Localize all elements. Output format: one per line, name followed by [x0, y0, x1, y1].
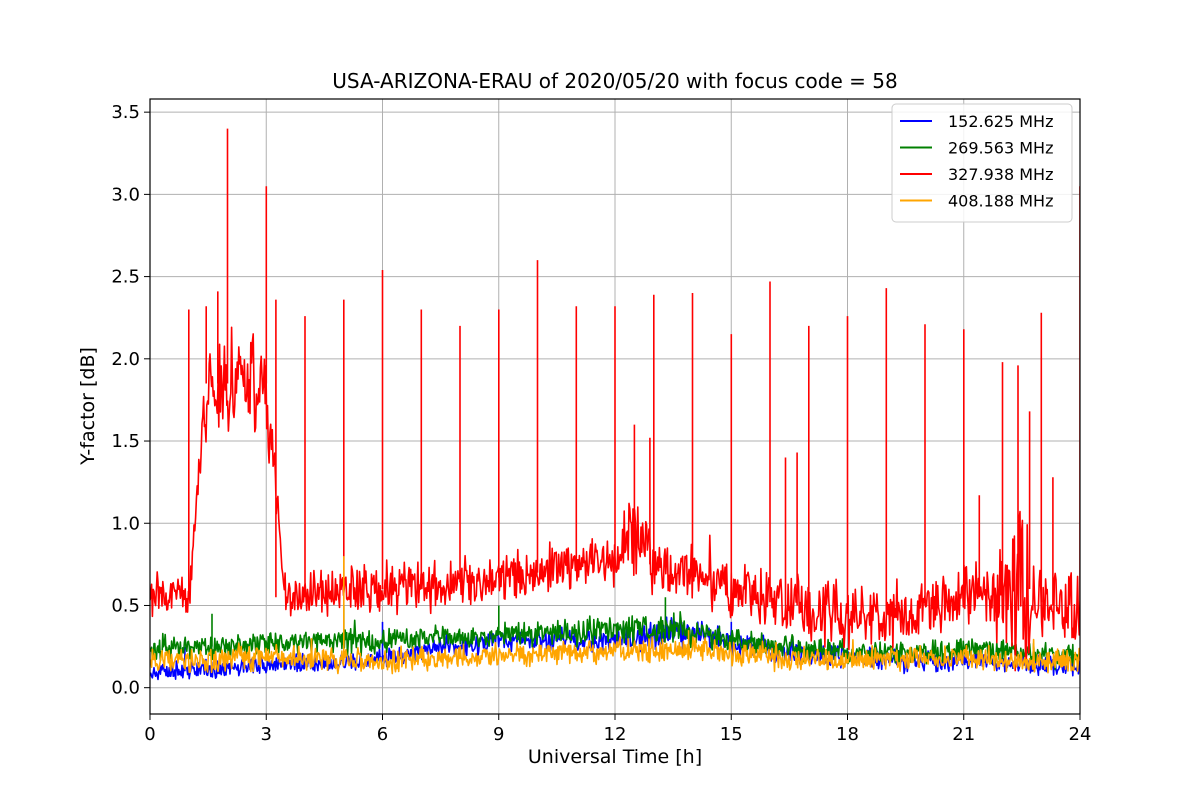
legend-entry: 327.938 MHz: [948, 165, 1053, 184]
x-tick-label: 6: [377, 724, 388, 745]
y-axis-title: Y-factor [dB]: [77, 347, 99, 466]
legend-box: [891, 103, 1073, 223]
y-tick-label: 0.5: [111, 595, 140, 616]
x-axis-title: Universal Time [h]: [528, 746, 702, 768]
series-line: [150, 616, 1080, 681]
axis-ticks: 0 3 6 9 12 15 18 21 24 0.0 0.5 1.0 1.5 2.0 2.5 3.0 3.5: [111, 102, 1091, 745]
x-tick-label: 12: [604, 724, 627, 745]
y-tick-label: 2.5: [111, 267, 140, 288]
series-line: [150, 128, 1080, 672]
y-tick-label: 1.5: [111, 431, 140, 452]
x-tick-label: 15: [720, 724, 743, 745]
legend-entry: 152.625 MHz: [948, 112, 1053, 131]
x-tick-label: 9: [493, 724, 504, 745]
x-tick-label: 21: [952, 724, 975, 745]
x-tick-label: 24: [1069, 724, 1092, 745]
y-tick-label: 0.0: [111, 678, 140, 699]
legend: 152.625 MHz 269.563 MHz 327.938 MHz 408.188…: [891, 103, 1073, 223]
x-tick-label: 18: [836, 724, 859, 745]
y-tick-label: 1.0: [111, 513, 140, 534]
y-tick-label: 3.5: [111, 102, 140, 123]
legend-entry: 408.188 MHz: [948, 192, 1053, 211]
chart-title: USA-ARIZONA-ERAU of 2020/05/20 with focu…: [332, 69, 897, 93]
y-tick-label: 2.0: [111, 349, 140, 370]
legend-entry: 269.563 MHz: [948, 139, 1053, 158]
y-tick-label: 3.0: [111, 184, 140, 205]
series-line: [150, 556, 1080, 675]
x-tick-label: 0: [144, 724, 155, 745]
x-tick-label: 3: [261, 724, 272, 745]
series-lines: [150, 128, 1080, 681]
